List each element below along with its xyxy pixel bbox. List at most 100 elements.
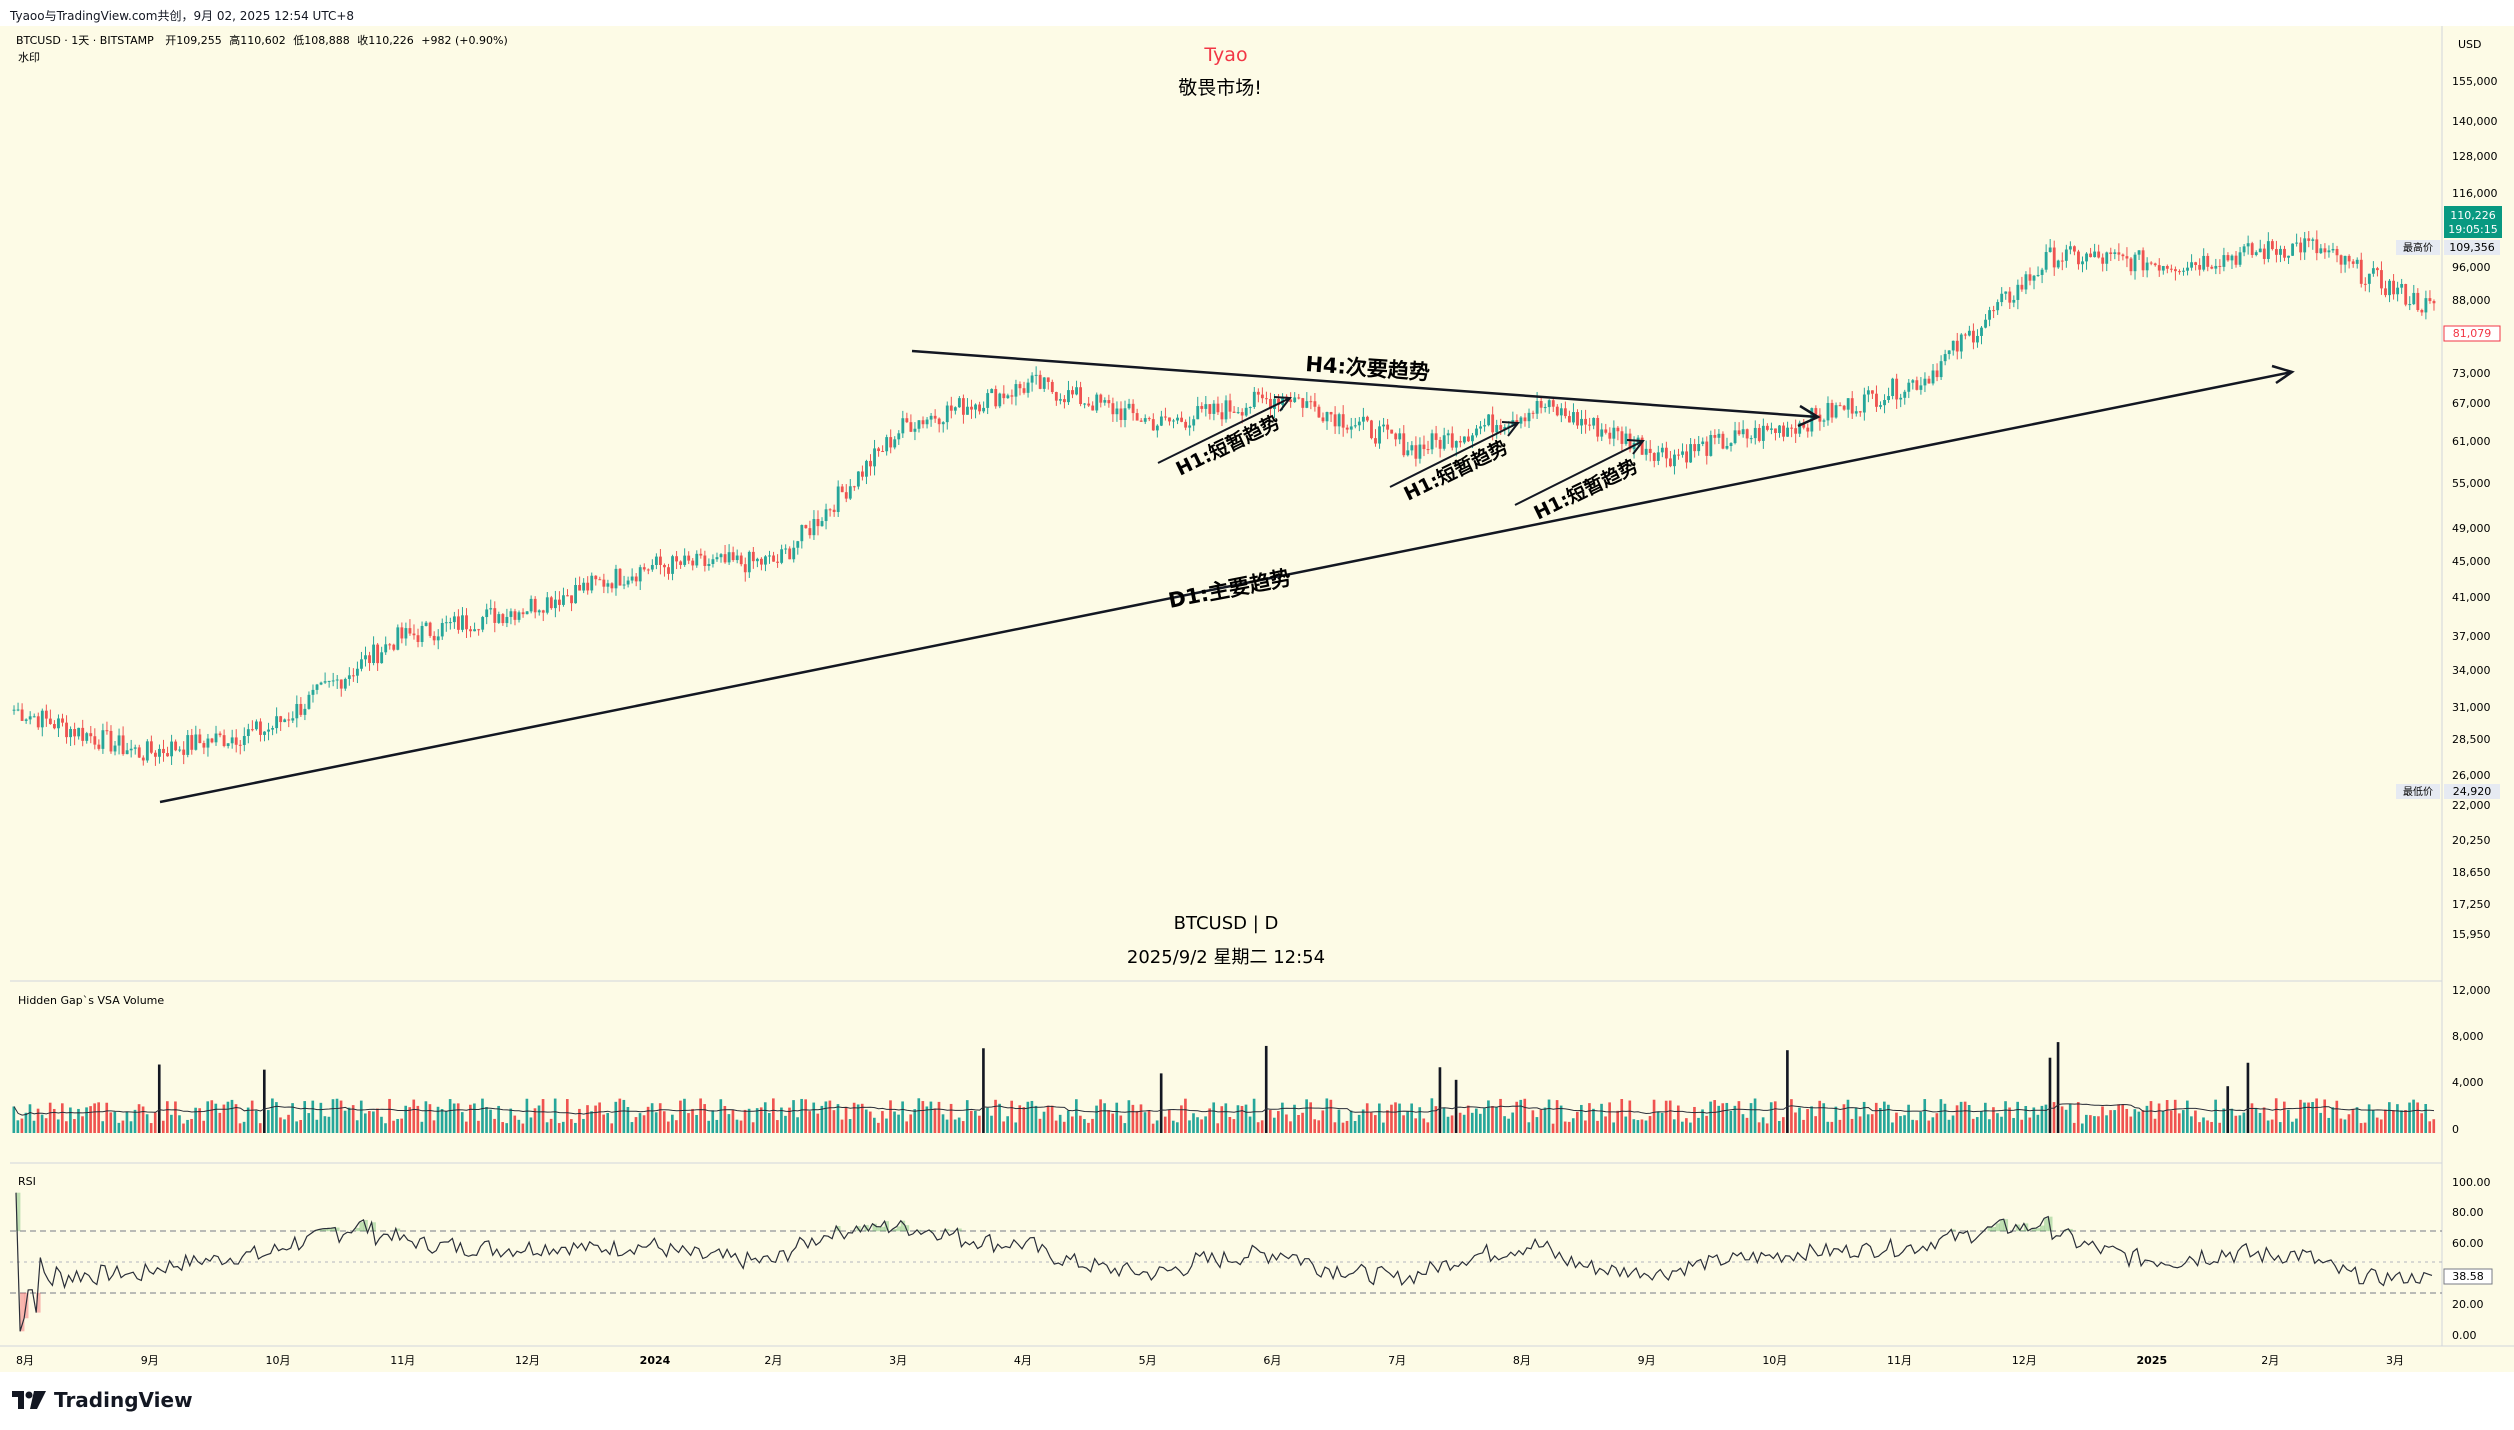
candle-body [2367,273,2371,284]
candle-body [275,716,279,729]
trendline-h1-3[interactable] [1514,439,1645,506]
candle-body [2234,255,2238,265]
candle-body [1301,398,1305,408]
volume-bar [969,1110,973,1133]
time-axis[interactable]: 8月 9月 10月 11月 12月 2024 2月 3月 4月 5月 6月 7月 8月 9月 10月 11月 1… [16,1354,2404,1367]
candle-body [347,675,351,679]
candle-body [392,644,396,650]
volume-bar [1083,1119,1086,1133]
volume-bar [715,1119,719,1133]
volume-bar [416,1105,420,1133]
candle-body [1519,417,1523,424]
time-label: 11月 [1887,1354,1912,1367]
volume-bar [517,1119,521,1133]
candle-body [1543,407,1547,409]
volume-bar [557,1123,561,1133]
volume-bar [1519,1099,1523,1133]
price-tick: 49,000 [2452,522,2491,535]
candle-body [755,558,759,562]
volume-bar [303,1101,307,1133]
candle-body [2380,270,2383,289]
volume-bar [1091,1118,1094,1133]
volume-bar [2347,1114,2351,1133]
volume-bar [331,1099,335,1133]
volume-bar [2388,1102,2391,1133]
volume-bar [275,1102,278,1133]
candle-body [1050,381,1054,393]
candle-body [1721,433,1725,449]
trendline-d1[interactable] [159,364,2295,804]
candle-body [1903,391,1907,398]
candle-body [2315,239,2319,254]
volume-bar [945,1119,949,1133]
volume-bar [1604,1116,1607,1133]
volume-bar [400,1118,403,1133]
volume-bar [933,1108,937,1133]
volume-bar [2020,1119,2024,1133]
time-label: 2月 [764,1354,782,1367]
time-label: 6月 [1263,1354,1281,1367]
volume-bar [81,1116,84,1133]
candle-body [505,616,509,624]
candle-body [1539,401,1543,408]
volume-bar [1143,1112,1147,1133]
volume-bar [1721,1103,1725,1133]
volume-bar [214,1103,218,1133]
candle-body [1107,400,1111,404]
price-tick: 155,000 [2452,75,2498,88]
candle-body [1414,445,1418,459]
rsi-axis[interactable]: 100.00 80.00 60.00 20.00 0.00 [2452,1176,2491,1342]
trendline-h1-2[interactable] [1389,421,1520,488]
candle-body [1038,374,1042,389]
candle-body [2392,280,2395,295]
volume-bar [513,1115,517,1133]
volume-bar [1333,1122,1337,1133]
candle-body [2165,266,2169,269]
volume-bar [913,1109,917,1133]
volume-bar [307,1113,311,1133]
volume-bar [1765,1123,1769,1133]
candle-body [416,635,420,642]
volume-bar [1337,1109,1341,1133]
trendline-h4[interactable] [911,349,1821,428]
candle-body [2250,243,2254,255]
volume-bar [642,1115,646,1133]
volume-bar [1446,1116,1450,1133]
candle-body [1972,330,1975,343]
candle-body [537,610,541,613]
volume-bar [60,1103,64,1133]
volume-bar [634,1117,638,1133]
volume-bar [1171,1120,1175,1133]
chart-canvas[interactable]: BTCUSD · 1天 · BITSTAMP 开109,255 高110,602… [0,26,2514,1372]
candle-body [190,735,194,750]
candle-body [1507,425,1511,428]
volume-bar [1026,1101,1030,1133]
candle-body [929,415,933,420]
volume-tick: 8,000 [2452,1030,2484,1043]
volume-bar [1119,1115,1123,1133]
volume-axis[interactable]: 12,000 8,000 4,000 0 [2452,984,2491,1136]
volume-bar [1644,1120,1648,1133]
trendline-h1-1[interactable] [1157,396,1292,464]
volume-bar [1111,1113,1115,1133]
candle-body [1749,438,1753,440]
volume-bar [505,1123,509,1133]
rsi-zone-fill [1999,1220,2005,1232]
rsi-tick: 20.00 [2452,1298,2484,1311]
candle-body [1753,427,1757,439]
volume-bar [804,1099,807,1133]
price-tick: 140,000 [2452,115,2498,128]
volume-bar [2153,1118,2157,1133]
price-axis[interactable]: 155,000 140,000 128,000 116,000 96,000 8… [2452,75,2498,941]
candle-body [558,599,561,605]
volume-bar [824,1101,828,1133]
tradingview-logo[interactable]: TradingView [12,1388,193,1412]
candle-body [1765,425,1769,430]
rsi-zone-fill [2040,1225,2045,1232]
volume-bar [1992,1107,1995,1133]
candle-body [154,752,157,757]
candle-body [2052,247,2056,268]
rsi-zone-fill [1951,1229,1956,1232]
volume-bar [549,1118,553,1133]
volume-bar [2141,1110,2145,1133]
